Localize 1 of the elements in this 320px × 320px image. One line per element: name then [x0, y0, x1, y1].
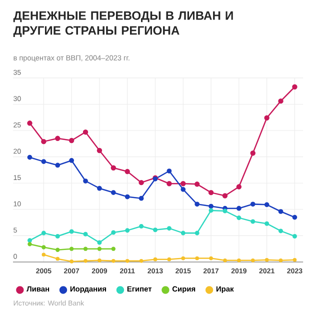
chart-title: ДЕНЕЖНЫЕ ПЕРЕВОДЫ В ЛИВАН И ДРУГИЕ СТРАНЫ РЕГИОНА [13, 11, 233, 38]
